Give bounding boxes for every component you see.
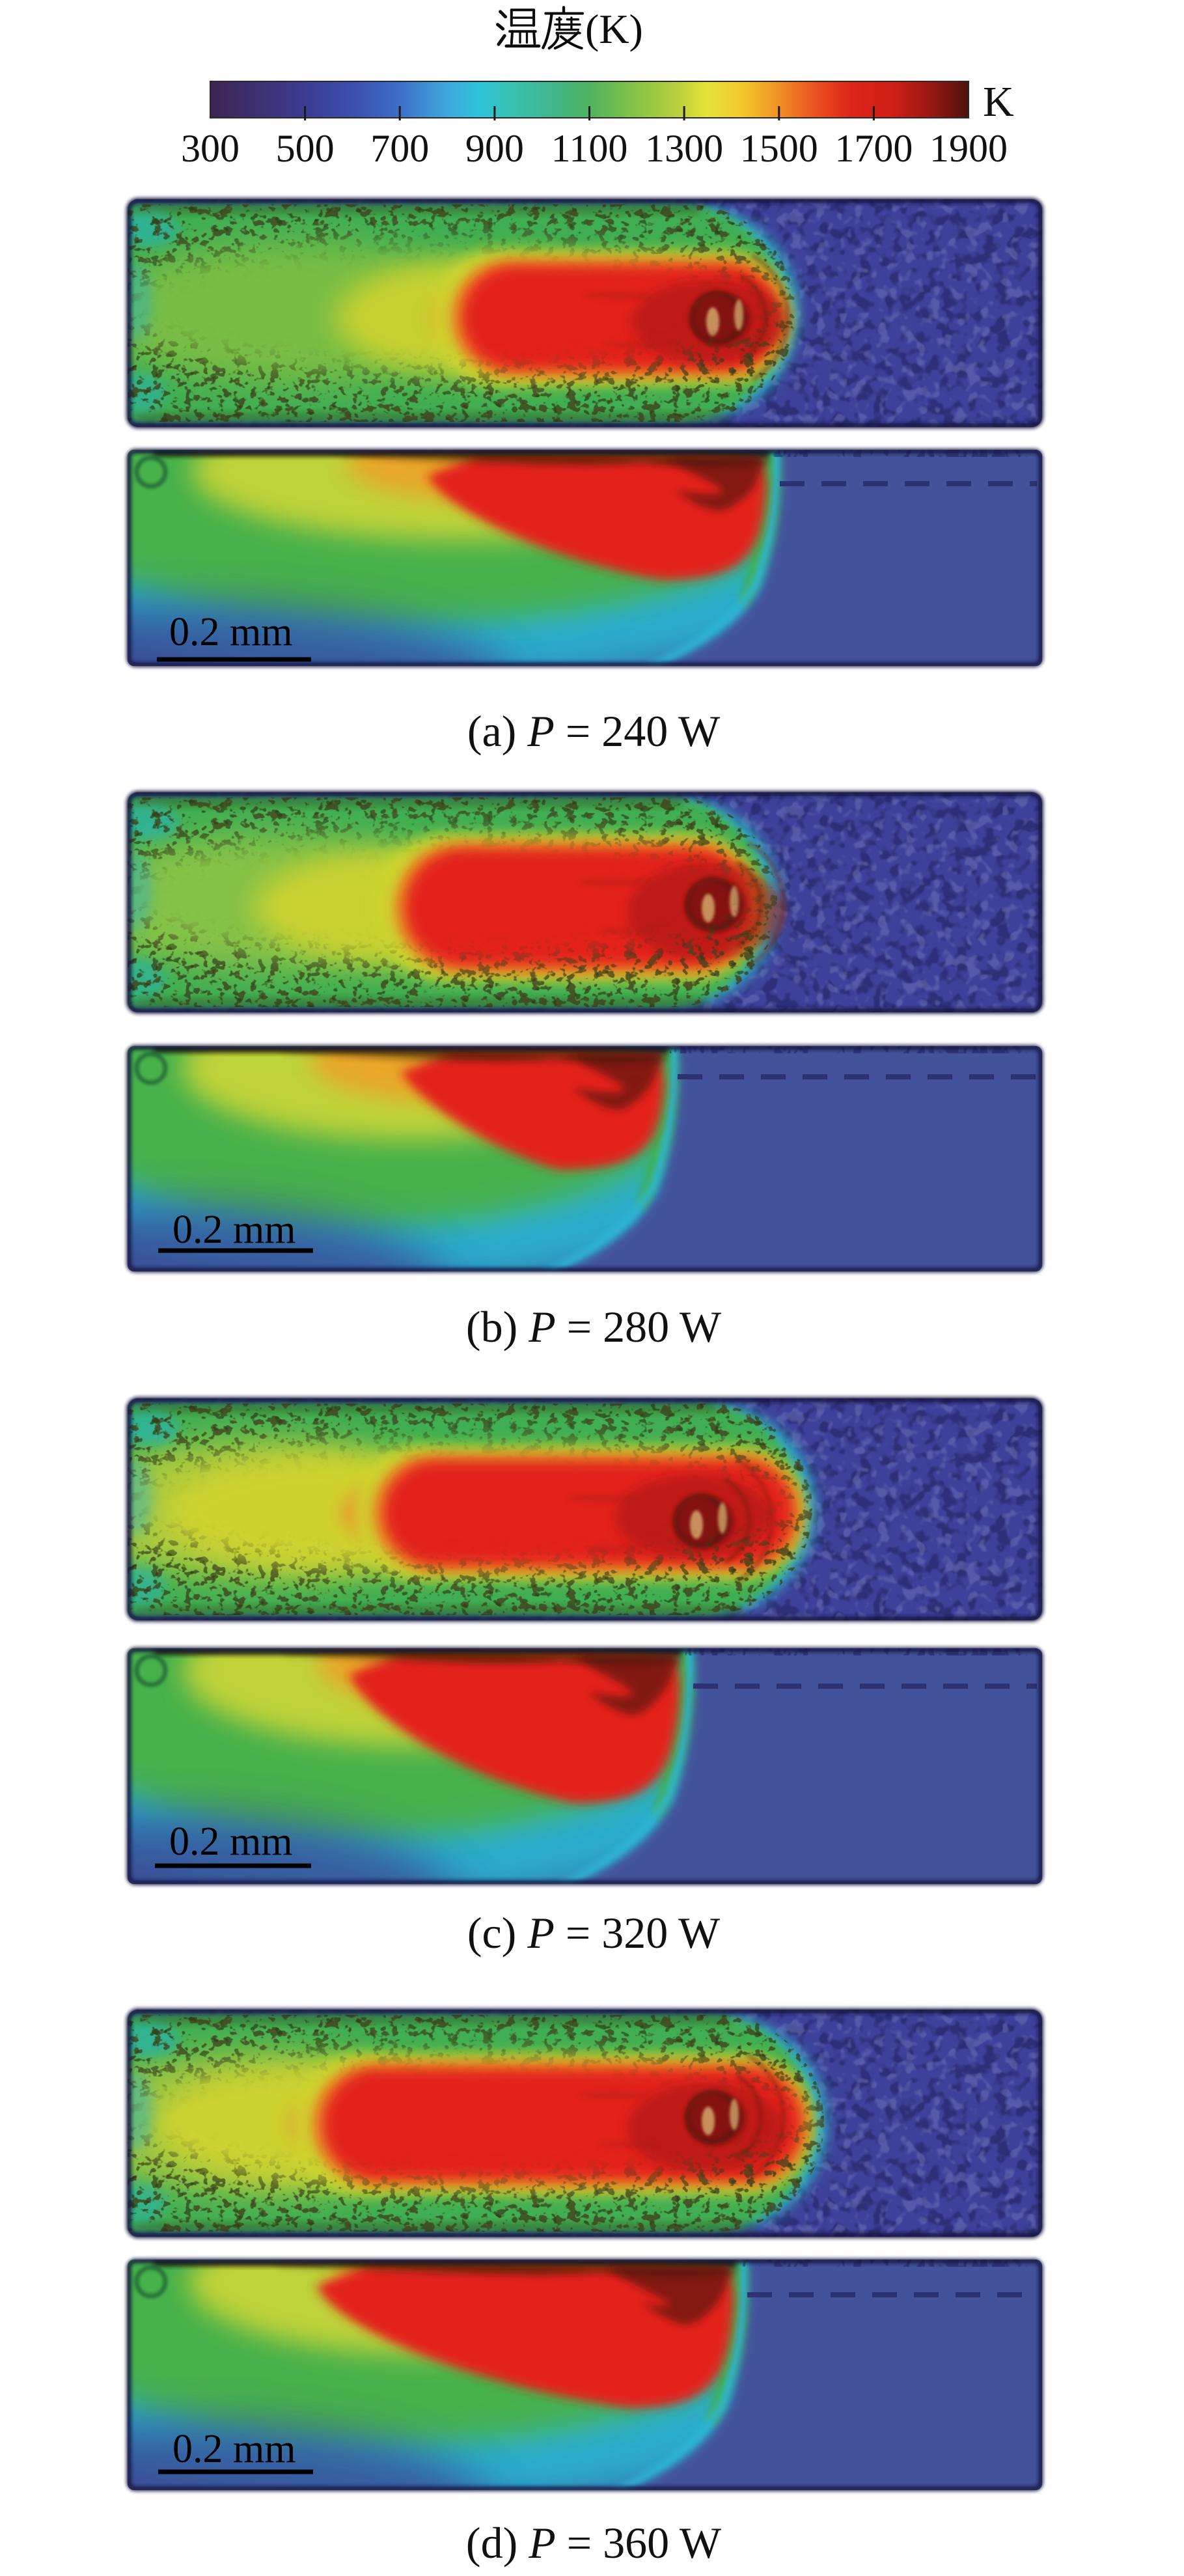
svg-text:1900: 1900 <box>929 127 1008 170</box>
svg-text:0.2 mm: 0.2 mm <box>172 1208 296 1252</box>
svg-text:1300: 1300 <box>645 127 723 170</box>
svg-text:900: 900 <box>465 127 524 170</box>
svg-text:(b) P = 280 W: (b) P = 280 W <box>466 1302 722 1351</box>
svg-text:0.2 mm: 0.2 mm <box>172 2427 296 2471</box>
svg-text:300: 300 <box>181 127 240 170</box>
svg-text:(a) P = 240 W: (a) P = 240 W <box>467 706 721 756</box>
svg-text:0.2 mm: 0.2 mm <box>169 610 292 654</box>
svg-text:1100: 1100 <box>551 127 628 170</box>
svg-text:K: K <box>983 78 1014 126</box>
svg-text:500: 500 <box>276 127 335 170</box>
svg-text:0.2 mm: 0.2 mm <box>169 1820 292 1864</box>
svg-text:700: 700 <box>370 127 429 170</box>
svg-text:(c) P = 320 W: (c) P = 320 W <box>467 1908 721 1958</box>
svg-text:1500: 1500 <box>740 127 818 170</box>
svg-text:(K): (K) <box>585 6 643 52</box>
svg-text:(d) P = 360 W: (d) P = 360 W <box>466 2518 722 2568</box>
svg-text:1700: 1700 <box>834 127 913 170</box>
